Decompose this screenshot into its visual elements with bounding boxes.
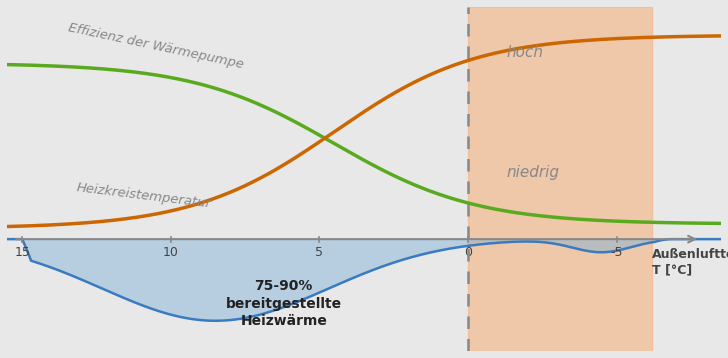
Text: Heizwärme: Heizwärme — [240, 314, 327, 328]
Text: 75-90%: 75-90% — [255, 279, 313, 294]
Text: Außenlufttemperatur: Außenlufttemperatur — [652, 248, 728, 261]
Text: 0: 0 — [464, 246, 472, 259]
Text: 5: 5 — [315, 246, 323, 259]
Text: T [°C]: T [°C] — [652, 264, 692, 277]
Text: 10: 10 — [163, 246, 178, 259]
Text: -5: -5 — [610, 246, 623, 259]
Text: bereitgestellte: bereitgestellte — [226, 296, 342, 311]
Text: Heizkreistemperatur: Heizkreistemperatur — [76, 182, 213, 211]
Text: Effizienz der Wärmepumpe: Effizienz der Wärmepumpe — [67, 21, 245, 71]
Bar — [468, 7, 652, 351]
Text: hoch: hoch — [507, 45, 544, 60]
Text: niedrig: niedrig — [507, 165, 560, 180]
Text: 15: 15 — [15, 246, 30, 259]
